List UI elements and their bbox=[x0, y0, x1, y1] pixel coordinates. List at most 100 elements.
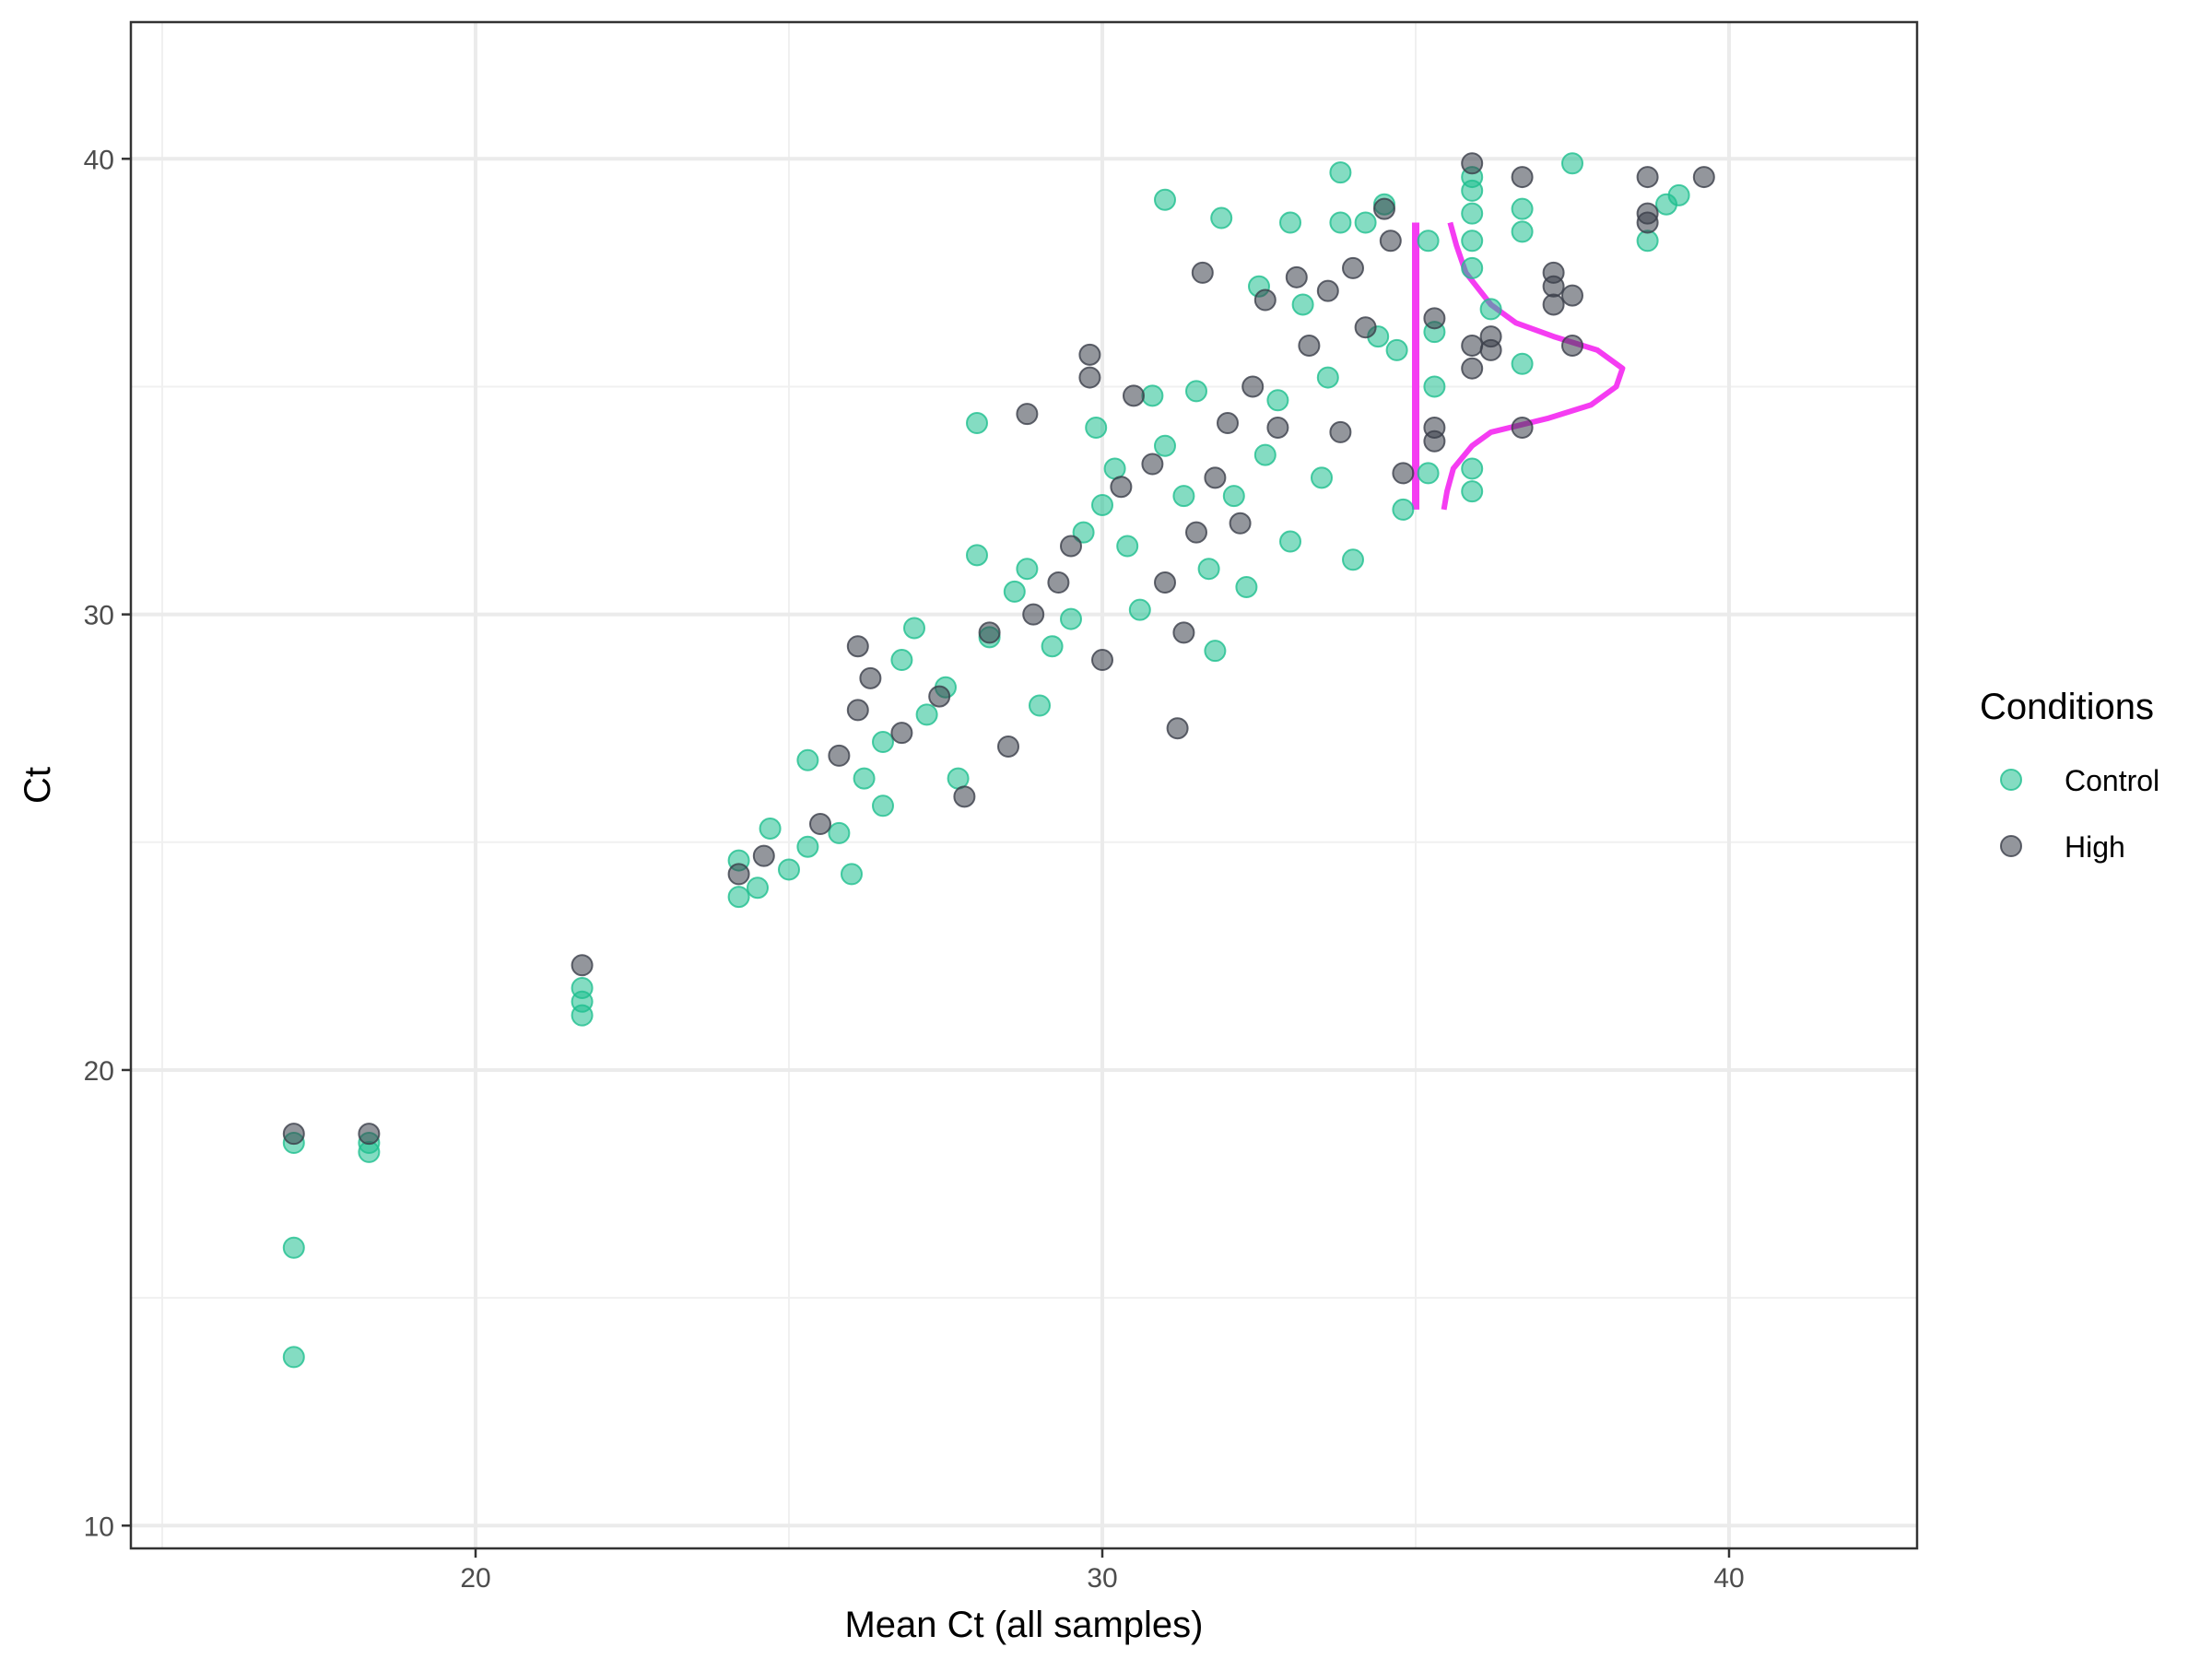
data-point bbox=[796, 835, 819, 858]
data-point bbox=[1511, 220, 1534, 243]
data-point bbox=[1423, 307, 1446, 330]
data-point bbox=[1385, 338, 1408, 361]
x-axis-ticks: 20 30 40 bbox=[460, 1548, 1745, 1594]
data-point bbox=[1461, 179, 1484, 202]
data-point bbox=[1561, 334, 1583, 357]
data-point bbox=[1217, 412, 1239, 435]
data-point bbox=[1266, 389, 1289, 412]
data-point bbox=[1253, 288, 1277, 312]
data-point bbox=[846, 699, 869, 722]
data-point bbox=[1329, 420, 1352, 443]
data-point bbox=[1298, 334, 1321, 357]
data-point bbox=[1392, 498, 1415, 521]
legend-key bbox=[2000, 835, 2022, 857]
data-point bbox=[1029, 694, 1051, 717]
data-point bbox=[1285, 265, 1308, 288]
x-axis-title: Mean Ct (all samples) bbox=[844, 1605, 1203, 1645]
data-point bbox=[1060, 535, 1082, 558]
data-point bbox=[1423, 429, 1446, 453]
data-point bbox=[1241, 375, 1265, 398]
data-point bbox=[759, 817, 782, 840]
data-point bbox=[1461, 152, 1484, 175]
data-point bbox=[358, 1123, 381, 1146]
data-point bbox=[841, 863, 863, 886]
legend-label: High bbox=[2065, 830, 2125, 864]
data-point bbox=[727, 886, 750, 909]
data-point bbox=[1354, 316, 1377, 339]
data-point bbox=[1041, 635, 1064, 658]
data-point bbox=[872, 794, 894, 818]
data-point bbox=[890, 722, 913, 745]
data-point bbox=[1128, 598, 1151, 621]
data-point bbox=[1210, 206, 1233, 229]
data-point bbox=[1461, 202, 1484, 225]
data-point bbox=[1461, 480, 1484, 503]
data-point bbox=[1542, 293, 1565, 316]
data-point bbox=[997, 735, 1019, 758]
data-point bbox=[1279, 530, 1301, 553]
data-point bbox=[1235, 575, 1258, 598]
data-point bbox=[1511, 352, 1534, 375]
data-point bbox=[1003, 580, 1026, 603]
data-point bbox=[1154, 434, 1176, 457]
data-point bbox=[1316, 279, 1339, 302]
data-point bbox=[1229, 512, 1252, 535]
data-point bbox=[1103, 457, 1126, 480]
data-point bbox=[1392, 462, 1415, 485]
data-point bbox=[1253, 443, 1277, 466]
data-point bbox=[890, 649, 913, 672]
data-point bbox=[1166, 717, 1189, 740]
data-point bbox=[1511, 166, 1534, 189]
legend: Conditions Control High bbox=[1980, 687, 2159, 864]
x-tick-label: 30 bbox=[1087, 1563, 1117, 1594]
series-high bbox=[282, 152, 1715, 1146]
data-point bbox=[966, 544, 988, 567]
data-point bbox=[1091, 493, 1113, 516]
data-point bbox=[282, 1123, 305, 1146]
data-point bbox=[1542, 275, 1565, 298]
data-point bbox=[966, 412, 988, 435]
major-gridlines bbox=[131, 22, 1917, 1548]
data-point bbox=[1197, 558, 1220, 581]
data-point bbox=[947, 767, 970, 790]
data-point bbox=[1636, 211, 1659, 234]
data-point bbox=[1379, 229, 1402, 253]
data-point bbox=[1222, 485, 1245, 508]
data-point bbox=[846, 635, 869, 658]
data-point bbox=[571, 954, 594, 977]
data-point bbox=[828, 744, 851, 767]
data-point bbox=[752, 844, 775, 867]
data-point bbox=[1511, 197, 1534, 220]
data-point bbox=[1511, 416, 1534, 439]
y-axis-ticks: 10 20 30 40 bbox=[84, 145, 131, 1542]
data-point bbox=[1479, 325, 1502, 348]
data-point bbox=[1417, 229, 1440, 253]
data-point bbox=[1266, 416, 1289, 439]
series-control bbox=[282, 152, 1690, 1369]
y-tick-label: 40 bbox=[84, 145, 114, 175]
data-point bbox=[1191, 261, 1214, 284]
data-point bbox=[1636, 166, 1659, 189]
data-point bbox=[903, 617, 925, 640]
plot-panel-border bbox=[129, 20, 1919, 1550]
data-point bbox=[1078, 343, 1101, 366]
data-point bbox=[796, 748, 819, 771]
legend-label: Control bbox=[2065, 764, 2159, 797]
data-point bbox=[1561, 152, 1583, 175]
data-point bbox=[872, 731, 894, 754]
data-point bbox=[1185, 521, 1207, 544]
data-point bbox=[853, 767, 876, 790]
data-point bbox=[1373, 197, 1395, 220]
data-point bbox=[1561, 284, 1583, 307]
data-point bbox=[928, 685, 951, 708]
data-point bbox=[1311, 466, 1333, 489]
legend-key bbox=[2000, 769, 2022, 791]
data-points bbox=[282, 152, 1715, 1369]
data-point bbox=[727, 863, 750, 886]
data-point bbox=[1110, 476, 1133, 499]
data-point bbox=[1423, 375, 1446, 398]
data-point bbox=[1354, 211, 1377, 234]
data-point bbox=[1172, 485, 1195, 508]
data-point bbox=[1204, 466, 1227, 489]
data-point bbox=[1016, 558, 1039, 581]
